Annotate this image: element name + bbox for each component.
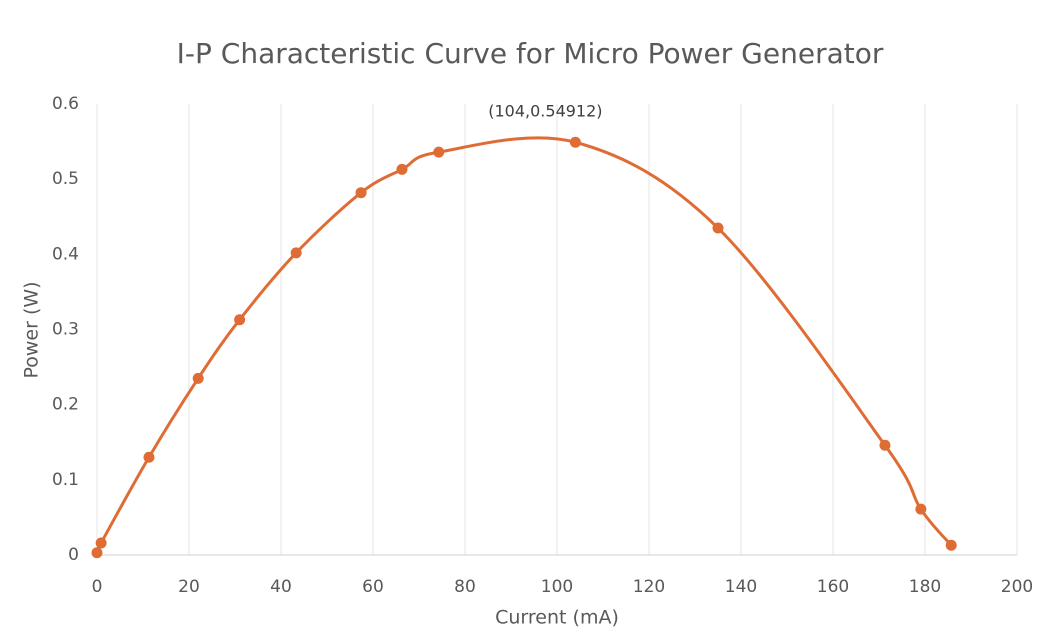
- y-tick-label: 0.1: [52, 470, 79, 490]
- y-tick-label: 0: [68, 545, 79, 565]
- point: [234, 314, 246, 326]
- point: [143, 451, 155, 463]
- point: [712, 222, 724, 234]
- point: [290, 247, 302, 259]
- point: [879, 439, 891, 451]
- line: [94, 136, 953, 555]
- x-axis-label: Current (mA): [495, 607, 619, 629]
- point: [192, 372, 204, 384]
- y-tick-label: 0.4: [52, 244, 79, 264]
- point: [355, 187, 367, 199]
- point: [95, 537, 107, 549]
- y-tick-label: 0.2: [52, 395, 79, 415]
- x-tick-label: 20: [178, 577, 200, 597]
- x-tick-label: 180: [909, 577, 941, 597]
- x-tick-label: 0: [92, 577, 103, 597]
- annotation: (104,0.54912): [488, 102, 602, 121]
- y-tick-label: 0.3: [52, 320, 79, 340]
- x-tick-label: 80: [454, 577, 476, 597]
- point: [433, 146, 445, 158]
- y-tick-label: 0.6: [52, 94, 79, 114]
- point: [569, 136, 581, 148]
- point: [396, 163, 408, 175]
- point: [945, 539, 957, 551]
- x-tick-label: 160: [817, 577, 849, 597]
- x-tick-label: 140: [725, 577, 757, 597]
- x-tick-label: 200: [1001, 577, 1033, 597]
- point: [915, 503, 927, 515]
- chart-title: I-P Characteristic Curve for Micro Power…: [177, 37, 884, 70]
- y-axis-label: Power (W): [21, 281, 43, 378]
- point: [91, 547, 103, 559]
- x-tick-label: 60: [362, 577, 384, 597]
- x-tick-label: 40: [270, 577, 292, 597]
- y-tick-label: 0.5: [52, 169, 79, 189]
- x-tick-label: 120: [633, 577, 665, 597]
- x-tick-label: 100: [541, 577, 573, 597]
